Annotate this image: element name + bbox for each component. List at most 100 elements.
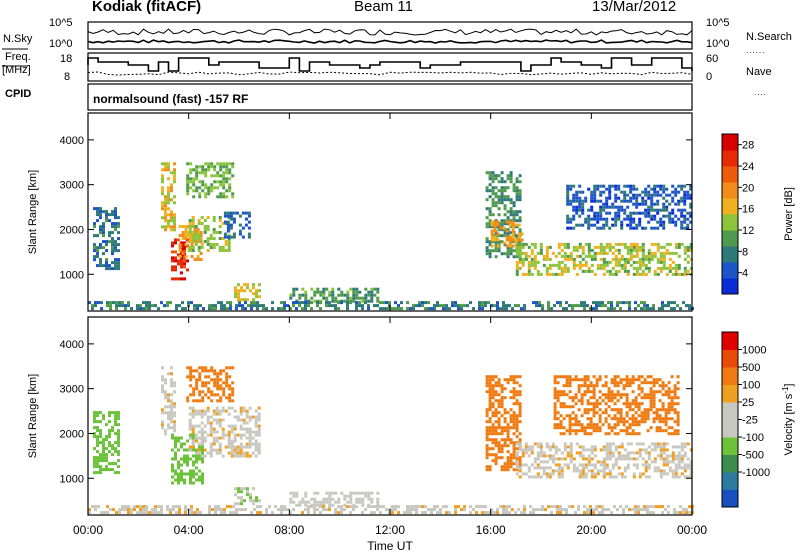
data-cell [587,457,591,461]
data-cell [631,375,635,379]
data-cell [563,245,567,249]
data-cell [589,423,593,427]
data-cell [521,257,525,261]
data-cell [638,245,642,249]
data-cell [656,257,660,261]
data-cell [192,168,196,172]
data-cell [376,299,380,303]
data-cell [112,301,115,305]
data-cell [608,196,612,200]
data-cell [491,447,495,451]
data-cell [178,225,182,228]
data-cell [670,408,674,412]
data-cell [625,384,629,388]
data-cell [518,432,522,436]
data-cell [433,505,436,509]
data-cell [602,257,606,261]
data-cell [196,508,199,512]
data-cell [617,217,621,221]
data-cell [215,421,219,425]
data-cell [568,417,572,421]
data-cell [298,500,302,504]
data-cell [114,261,117,265]
data-cell [577,420,581,424]
data-cell [581,248,585,252]
data-cell [686,457,690,461]
data-cell [674,214,678,218]
data-cell [186,162,190,166]
data-cell [181,252,185,255]
data-cell [189,168,193,172]
data-cell [587,463,591,467]
data-cell [661,420,665,424]
data-cell [209,246,213,249]
data-cell [167,372,170,376]
data-cell [595,307,598,311]
data-cell [623,217,627,221]
data-cell [485,222,489,226]
data-cell [237,289,240,293]
data-cell [170,405,173,409]
data-cell [124,307,127,311]
data-cell [512,210,516,214]
data-cell [212,430,216,434]
colorbar-segment [722,214,738,231]
data-cell [659,184,663,188]
data-cell [481,307,484,311]
data-cell [668,460,672,464]
data-cell [635,205,639,209]
data-cell [334,299,338,303]
data-cell [584,260,588,264]
data-cell [673,396,677,400]
data-cell [213,369,217,373]
data-cell [647,269,651,273]
data-cell [638,248,642,252]
data-cell [277,307,280,311]
data-cell [164,216,167,220]
data-cell [593,217,597,221]
data-cell [662,190,666,194]
data-cell [611,217,615,221]
data-cell [212,412,216,416]
data-cell [559,304,562,308]
data-cell [578,254,582,258]
y-tick-label: 2000 [60,428,84,440]
data-cell [241,304,244,308]
data-cell [418,304,421,308]
data-cell [605,269,609,273]
data-cell [227,240,231,243]
data-cell [649,387,653,391]
data-cell [151,508,154,512]
data-cell [658,426,662,430]
data-cell [643,304,646,308]
data-cell [596,469,600,473]
data-cell [520,232,524,236]
data-cell [539,475,543,479]
data-cell [581,269,585,273]
data-cell [569,454,573,458]
data-cell [298,301,301,305]
data-cell [677,190,681,194]
data-cell [100,307,103,311]
data-cell [644,214,648,218]
data-cell [289,296,293,300]
data-cell [214,511,217,515]
data-cell [590,208,594,212]
data-cell [198,454,201,458]
y-tick-label: 3000 [60,180,84,192]
data-cell [643,508,646,512]
data-cell [192,375,196,379]
data-cell [111,249,114,253]
data-cell [614,475,618,479]
data-cell [207,387,211,391]
data-cell [584,463,588,467]
data-cell [491,384,495,388]
data-cell [316,304,319,308]
data-cell [223,235,227,239]
data-cell [247,220,251,224]
data-cell [463,304,466,308]
data-cell [180,253,183,257]
data-cell [631,399,635,403]
data-cell [617,451,621,455]
data-cell [670,432,674,436]
